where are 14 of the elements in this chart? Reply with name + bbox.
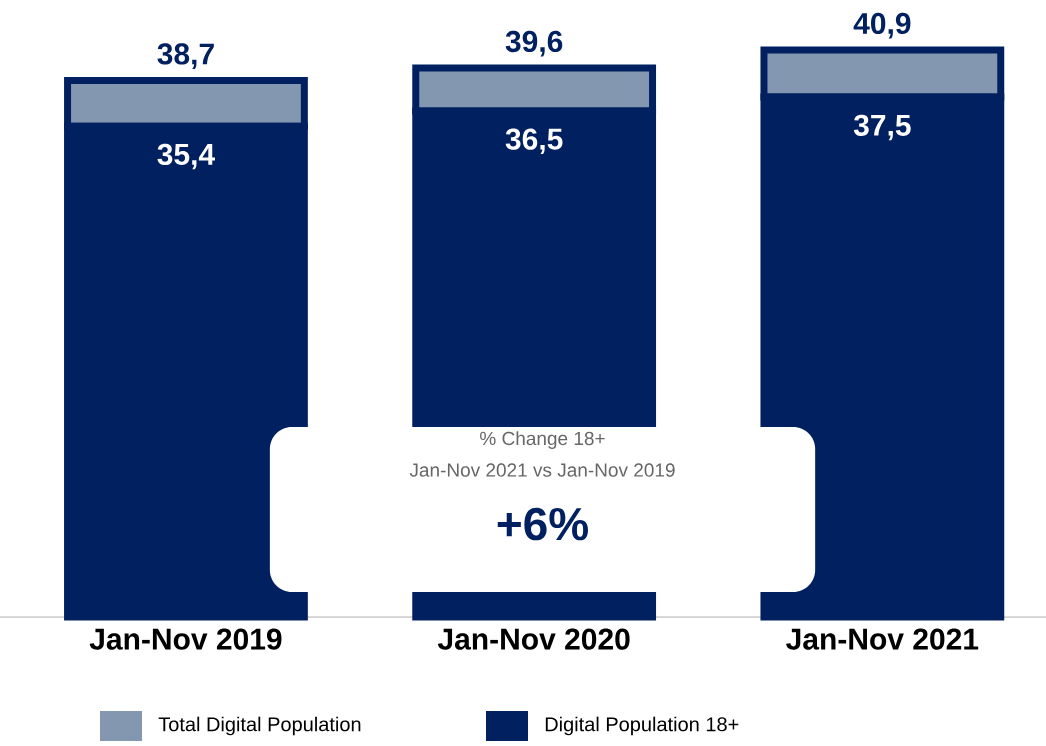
total-label: 38,7 — [157, 43, 214, 69]
annotation: Jan-Nov 2021 vs Jan-Nov 2019 — [409, 463, 675, 477]
data-label: 36,5 — [505, 128, 563, 155]
x-tick-label: Jan-Nov 2020 — [437, 628, 630, 650]
annotation: +6% — [497, 507, 588, 541]
total-label: 39,6 — [505, 30, 563, 57]
data-label: 37,5 — [853, 114, 911, 141]
legend-label: Digital Population 18+ — [545, 716, 739, 736]
legend-label: Total Digital Population — [158, 716, 361, 736]
annotation: % Change 18+ — [480, 431, 605, 449]
data-label: 35,4 — [157, 143, 215, 170]
x-tick-label: Jan-Nov 2019 — [89, 628, 282, 650]
total-label: 40,9 — [853, 12, 911, 39]
x-tick-label: Jan-Nov 2021 — [786, 628, 979, 650]
